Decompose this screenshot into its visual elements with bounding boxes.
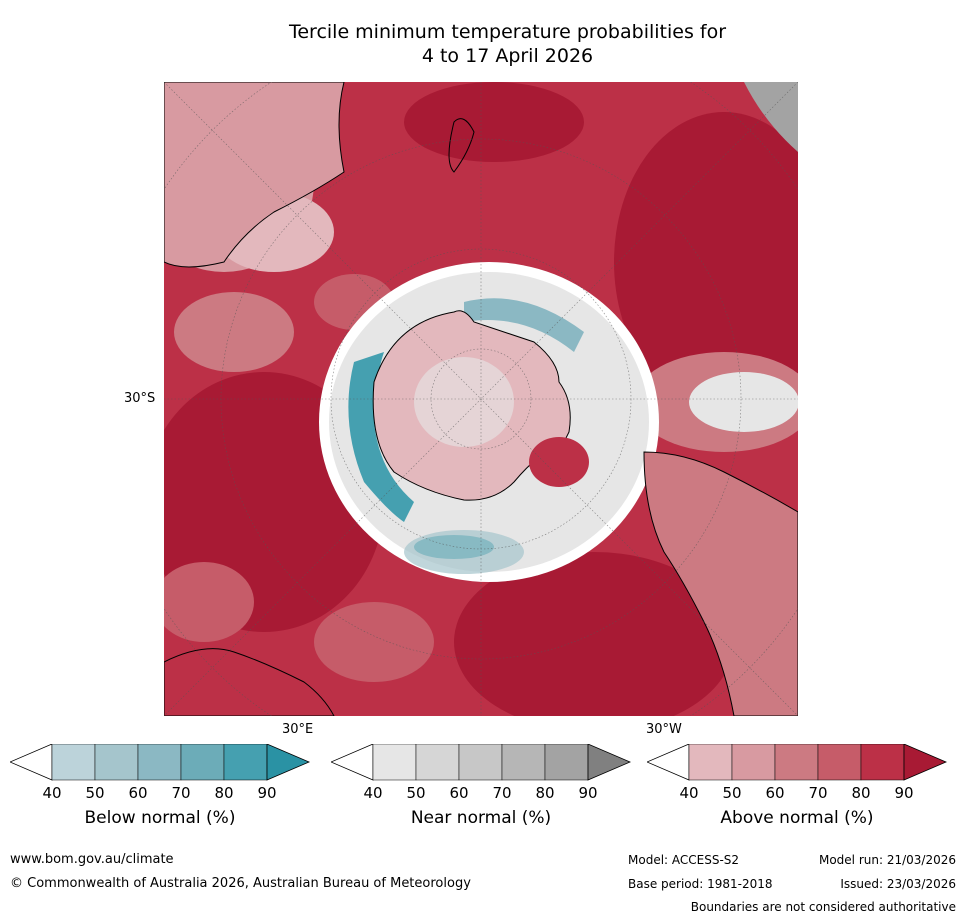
lon-label-30w: 30°W xyxy=(646,722,682,737)
title-line-1: Tercile minimum temperature probabilitie… xyxy=(288,21,727,43)
south-america-outline xyxy=(643,451,798,716)
colorbar-above-segment xyxy=(860,743,905,781)
colorbar-near-segment xyxy=(458,743,503,781)
colorbar-below-segment xyxy=(94,743,139,781)
colorbar-below-segment xyxy=(223,743,268,781)
colorbar-near-segment xyxy=(372,743,417,781)
colorbar-below-low-extend xyxy=(8,743,53,781)
footer-model-run: Model run: 21/03/2026 xyxy=(818,853,956,867)
colorbar-tick-label: 80 xyxy=(214,784,234,802)
colorbar-below-high-extend xyxy=(266,743,311,781)
footer-base-period: Base period: 1981-2018 xyxy=(628,877,773,891)
colorbar-near-segment xyxy=(501,743,546,781)
colorbar-below-segment xyxy=(180,743,225,781)
legend-near-normal: 40 50 60 70 80 90 xyxy=(329,743,632,814)
colorbar-above-segment xyxy=(817,743,862,781)
colorbar-tick-label: 60 xyxy=(449,784,469,802)
colorbar-below-segment xyxy=(51,743,96,781)
colorbar-tick-label: 80 xyxy=(535,784,555,802)
footer-disclaimer: Boundaries are not considered authoritat… xyxy=(690,900,956,914)
colorbar-above-segment xyxy=(688,743,733,781)
colorbar-below-segment xyxy=(137,743,182,781)
lon-label-30e: 30°E xyxy=(282,722,314,737)
new-zealand-outline xyxy=(448,118,475,173)
colorbar-tick-label: 50 xyxy=(722,784,742,802)
title-line-2: 4 to 17 April 2026 xyxy=(421,45,594,67)
colorbar-near xyxy=(329,743,632,781)
colorbar-above-segment xyxy=(731,743,776,781)
colorbar-tick-label: 90 xyxy=(578,784,598,802)
africa-outline xyxy=(164,648,335,716)
colorbar-tick-label: 90 xyxy=(257,784,277,802)
colorbar-tick-label: 40 xyxy=(42,784,62,802)
footer-website: www.bom.gov.au/climate xyxy=(10,852,174,867)
colorbar-tick-label: 50 xyxy=(85,784,105,802)
colorbar-tick-label: 80 xyxy=(851,784,871,802)
colorbar-near-segment xyxy=(544,743,589,781)
colorbar-tick-label: 60 xyxy=(128,784,148,802)
colorbar-above-low-extend xyxy=(645,743,690,781)
colorbar-tick-label: 50 xyxy=(406,784,426,802)
footer-issued: Issued: 23/03/2026 xyxy=(840,877,956,891)
colorbar-tick-label: 90 xyxy=(894,784,914,802)
legend-below-label: Below normal (%) xyxy=(84,808,236,828)
colorbar-near-low-extend xyxy=(329,743,374,781)
footer-model: Model: ACCESS-S2 xyxy=(628,853,740,867)
colorbar-tick-label: 60 xyxy=(765,784,785,802)
legend-below-normal: 40 50 60 70 80 90 xyxy=(8,743,311,814)
polar-map xyxy=(164,82,798,716)
colorbar-above-segment xyxy=(774,743,819,781)
colorbar-tick-label: 70 xyxy=(808,784,828,802)
colorbar-tick-label: 40 xyxy=(363,784,383,802)
legend-near-label: Near normal (%) xyxy=(410,808,552,828)
legend-above-normal: 40 50 60 70 80 90 xyxy=(645,743,948,814)
colorbar-below xyxy=(8,743,311,781)
footer-copyright: © Commonwealth of Australia 2026, Austra… xyxy=(10,876,471,891)
lat-label-30s: 30°S xyxy=(124,391,156,406)
colorbar-near-segment xyxy=(415,743,460,781)
colorbar-tick-label: 40 xyxy=(679,784,699,802)
colorbar-above xyxy=(645,743,948,781)
colorbar-near-high-extend xyxy=(587,743,632,781)
colorbar-above-high-extend xyxy=(903,743,948,781)
map-title: Tercile minimum temperature probabilitie… xyxy=(0,20,965,68)
colorbar-tick-label: 70 xyxy=(171,784,191,802)
legend-above-label: Above normal (%) xyxy=(720,808,874,828)
australia-outline xyxy=(164,82,345,268)
colorbar-tick-label: 70 xyxy=(492,784,512,802)
